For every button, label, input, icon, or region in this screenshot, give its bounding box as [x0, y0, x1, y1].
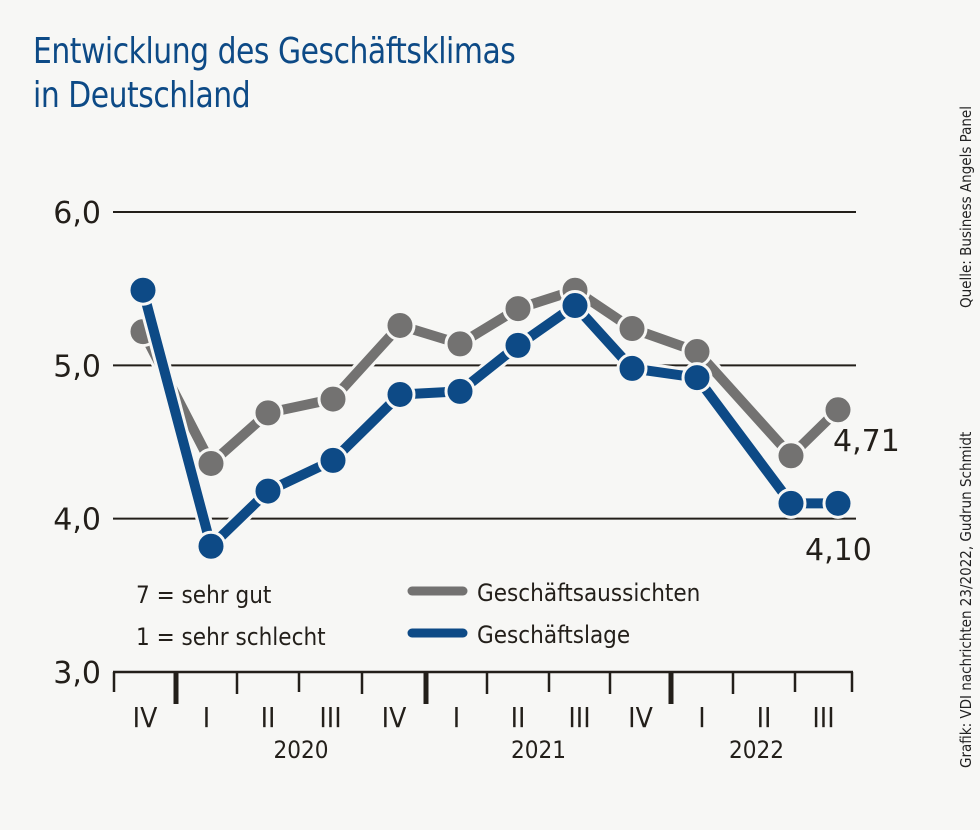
x-tick-label: II [511, 701, 526, 734]
data-label-lage-last: 4,10 [805, 533, 872, 568]
x-tick-label: III [812, 701, 834, 734]
data-point-lage [822, 487, 854, 519]
data-point-aussichten [252, 397, 284, 429]
x-tick-label: IV [628, 701, 653, 734]
year-label: 2020 [274, 736, 329, 764]
legend-label-aussichten: Geschäftsaussichten [477, 579, 700, 607]
legend-label-lage: Geschäftslage [477, 621, 630, 649]
data-point-lage [616, 352, 648, 384]
year-label: 2021 [511, 736, 566, 764]
x-tick-label: IV [133, 701, 158, 734]
data-point-lage [681, 362, 713, 394]
data-point-aussichten [317, 383, 349, 415]
x-tick-label: I [453, 701, 460, 734]
scale-note-good: 7 = sehr gut [136, 581, 271, 609]
x-tick-label: I [698, 701, 705, 734]
x-tick-label: IV [382, 701, 407, 734]
data-point-aussichten [616, 313, 648, 345]
data-point-aussichten [775, 440, 807, 472]
x-tick-label: III [319, 701, 341, 734]
data-point-aussichten [681, 336, 713, 368]
scale-note-bad: 1 = sehr schlecht [136, 623, 326, 651]
data-point-lage [502, 329, 534, 361]
y-tick-label: 3,0 [53, 656, 101, 691]
data-label-aussichten-last: 4,71 [833, 424, 900, 459]
data-point-lage [775, 487, 807, 519]
data-point-lage [444, 375, 476, 407]
x-tick-label: III [568, 701, 590, 734]
data-point-aussichten [822, 394, 854, 426]
data-point-aussichten [384, 309, 416, 341]
data-point-aussichten [444, 328, 476, 360]
data-point-lage [252, 475, 284, 507]
title-line-2: in Deutschland [33, 75, 251, 116]
data-point-aussichten [502, 293, 534, 325]
title-line-1: Entwicklung des Geschäftsklimas [33, 31, 516, 72]
data-point-lage [384, 378, 416, 410]
y-tick-label: 5,0 [53, 349, 101, 384]
year-label: 2022 [729, 736, 784, 764]
data-point-lage [317, 444, 349, 476]
y-tick-label: 4,0 [53, 503, 101, 538]
x-tick-label: II [757, 701, 772, 734]
y-tick-label: 6,0 [53, 196, 101, 231]
chart-title: Entwicklung des Geschäftsklimas in Deuts… [33, 30, 516, 118]
data-point-lage [195, 530, 227, 562]
x-tick-label: I [203, 701, 210, 734]
x-tick-label: II [261, 701, 276, 734]
data-point-lage [127, 274, 159, 306]
data-point-aussichten [195, 447, 227, 479]
data-point-lage [559, 290, 591, 322]
